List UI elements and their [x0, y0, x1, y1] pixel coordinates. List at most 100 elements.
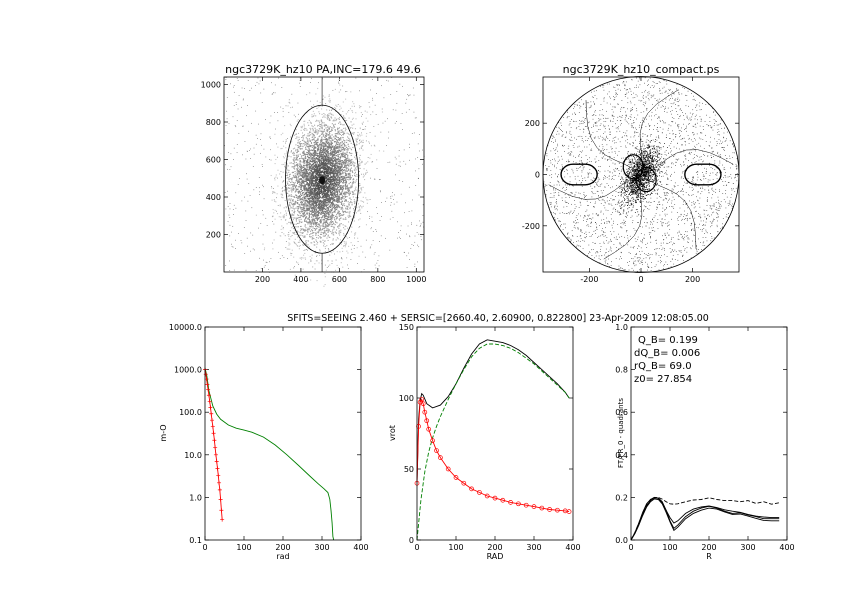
noise-dot: [369, 132, 371, 133]
galaxy-pixel: [313, 201, 315, 203]
noise-dot: [364, 256, 366, 258]
galaxy-pixel: [296, 151, 299, 153]
galaxy-pixel: [298, 184, 300, 186]
galaxy-pixel: [348, 187, 350, 189]
galaxy-pixel: [317, 205, 319, 207]
galaxy-pixel: [288, 177, 290, 179]
galaxy-pixel: [289, 238, 291, 240]
galaxy-pixel: [324, 198, 326, 201]
galaxy-pixel: [325, 171, 327, 173]
galaxy-pixel: [316, 142, 318, 144]
galaxy-pixel: [338, 218, 340, 220]
galaxy-pixel: [327, 170, 329, 173]
noise-dot: [291, 106, 293, 108]
galaxy-pixel: [311, 125, 313, 127]
galaxy-pixel: [314, 252, 316, 254]
galaxy-pixel: [335, 194, 338, 196]
noise-dot: [411, 222, 412, 224]
galaxy-pixel: [353, 123, 355, 125]
galaxy-pixel: [315, 225, 317, 227]
galaxy-pixel: [323, 128, 325, 130]
noise-dot: [271, 82, 272, 84]
galaxy-pixel: [322, 175, 324, 177]
galaxy-pixel: [354, 182, 356, 184]
noise-dot: [410, 247, 412, 249]
galaxy-pixel: [365, 162, 367, 164]
noise-dot: [409, 94, 411, 96]
noise-dot: [288, 101, 290, 103]
galaxy-pixel: [286, 150, 288, 152]
galaxy-pixel: [316, 144, 318, 146]
galaxy-pixel: [331, 260, 334, 262]
galaxy-pixel: [311, 223, 313, 225]
galaxy-pixel: [332, 194, 334, 197]
galaxy-pixel: [348, 193, 350, 195]
galaxy-pixel: [316, 201, 318, 203]
galaxy-pixel: [324, 158, 326, 160]
galaxy-pixel: [318, 146, 320, 149]
galaxy-pixel: [317, 199, 320, 201]
noise-dot: [406, 233, 407, 235]
galaxy-pixel: [308, 159, 310, 161]
noise-dot: [240, 240, 242, 241]
noise-dot: [368, 102, 370, 104]
galaxy-pixel: [313, 169, 315, 171]
noise-dot: [238, 132, 240, 134]
galaxy-pixel: [361, 122, 363, 124]
galaxy-pixel: [300, 215, 302, 217]
galaxy-pixel: [336, 159, 338, 161]
galaxy-pixel: [346, 257, 348, 259]
galaxy-pixel: [330, 214, 332, 216]
galaxy-pixel: [314, 221, 316, 223]
galaxy-pixel: [322, 154, 324, 156]
galaxy-pixel: [305, 171, 307, 173]
galaxy-pixel: [309, 172, 311, 174]
noise-dot: [272, 93, 274, 95]
galaxy-pixel: [295, 223, 297, 225]
noise-dot: [349, 177, 351, 179]
galaxy-pixel: [309, 236, 311, 238]
galaxy-pixel: [322, 242, 324, 244]
noise-dot: [273, 223, 275, 225]
galaxy-pixel: [321, 139, 323, 141]
galaxy-pixel: [290, 107, 292, 109]
galaxy-pixel: [305, 243, 307, 245]
galaxy-pixel: [337, 168, 339, 170]
galaxy-pixel: [374, 145, 376, 147]
galaxy-pixel: [302, 197, 304, 199]
noise-dot: [365, 239, 367, 241]
galaxy-pixel: [315, 184, 317, 186]
galaxy-pixel: [321, 126, 323, 128]
galaxy-pixel: [293, 151, 295, 153]
noise-dot: [258, 83, 260, 85]
galaxy-pixel: [320, 171, 322, 174]
galaxy-pixel: [321, 124, 323, 127]
galaxy-pixel: [324, 175, 326, 177]
galaxy-pixel: [317, 158, 319, 160]
galaxy-pixel: [299, 220, 301, 222]
galaxy-pixel: [339, 206, 341, 208]
noise-dot: [375, 229, 377, 230]
galaxy-pixel: [334, 154, 336, 156]
galaxy-pixel: [323, 233, 325, 235]
galaxy-pixel: [362, 121, 365, 123]
galaxy-pixel: [336, 206, 338, 208]
galaxy-pixel: [298, 150, 300, 152]
galaxy-pixel: [321, 108, 323, 110]
galaxy-pixel: [344, 145, 346, 147]
galaxy-pixel: [327, 207, 329, 209]
galaxy-pixel: [370, 153, 372, 156]
galaxy-pixel: [334, 149, 337, 151]
galaxy-pixel: [312, 154, 314, 157]
galaxy-pixel: [315, 170, 317, 172]
galaxy-pixel: [336, 142, 338, 144]
galaxy-pixel: [305, 180, 307, 182]
galaxy-pixel: [296, 137, 298, 139]
galaxy-pixel: [299, 153, 301, 155]
galaxy-pixel: [326, 210, 328, 212]
noise-dot: [417, 261, 418, 263]
galaxy-pixel: [311, 114, 313, 116]
galaxy-pixel: [335, 175, 337, 177]
galaxy-pixel: [320, 231, 322, 233]
galaxy-pixel: [324, 177, 326, 179]
